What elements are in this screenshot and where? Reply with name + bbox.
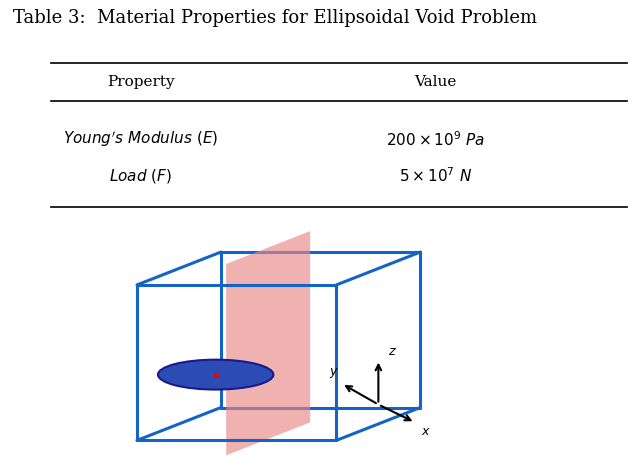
Text: $\mathit{Load\ (F)}$: $\mathit{Load\ (F)}$ xyxy=(109,166,172,185)
Text: $z$: $z$ xyxy=(388,345,397,358)
Text: $y = 0$: $y = 0$ xyxy=(219,467,254,469)
Text: Property: Property xyxy=(107,75,175,89)
Text: $\mathit{Young's\ Modulus\ (E)}$: $\mathit{Young's\ Modulus\ (E)}$ xyxy=(63,130,218,149)
Text: $\mathit{200 \times 10^{9}\ Pa}$: $\mathit{200 \times 10^{9}\ Pa}$ xyxy=(386,130,484,149)
Text: Table 3:  Material Properties for Ellipsoidal Void Problem: Table 3: Material Properties for Ellipso… xyxy=(13,9,537,27)
Text: $x$: $x$ xyxy=(421,425,431,439)
Ellipse shape xyxy=(158,360,273,390)
Text: $\mathit{5 \times 10^{7}\ N}$: $\mathit{5 \times 10^{7}\ N}$ xyxy=(399,166,472,185)
Text: $y$: $y$ xyxy=(329,366,339,380)
Text: Value: Value xyxy=(414,75,456,89)
Polygon shape xyxy=(226,231,310,455)
